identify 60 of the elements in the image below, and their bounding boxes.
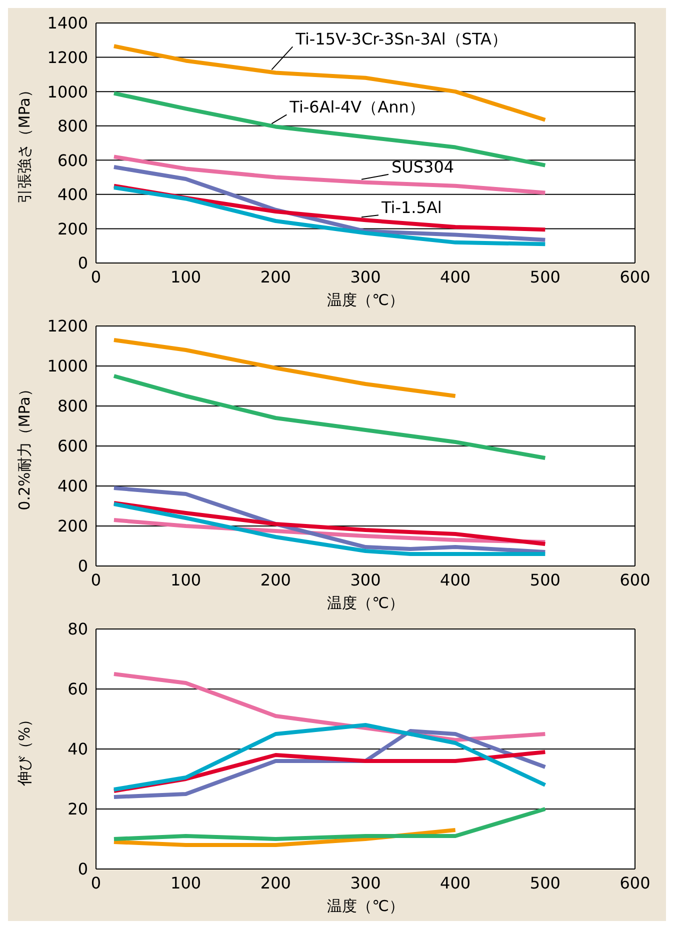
series-label: Ti-1.5Al: [380, 198, 442, 218]
y-axis-title: 0.2%耐力（MPa）: [15, 382, 34, 510]
y-tick-label: 40: [68, 740, 88, 759]
line-series: [112, 486, 548, 554]
x-tick-label: 500: [530, 873, 560, 892]
y-tick-label: 400: [57, 476, 88, 496]
y-axis-title: 伸び（%）: [15, 712, 34, 788]
x-tick-label: 400: [440, 873, 471, 892]
y-tick-label: 800: [57, 116, 88, 136]
x-tick-label: 100: [170, 873, 202, 892]
x-tick-label: 300: [350, 570, 381, 590]
series-label: SUS304: [392, 157, 454, 176]
x-axis-title: 温度（℃）: [327, 594, 404, 612]
y-tick-label: 0: [78, 860, 88, 879]
y-tick-label: 600: [57, 150, 88, 170]
x-tick-label: 100: [170, 570, 202, 590]
line-series: [112, 502, 548, 556]
x-tick-label: 600: [620, 570, 650, 590]
x-tick-label: 500: [530, 267, 560, 286]
x-tick-label: 300: [350, 267, 381, 286]
y-tick-label: 1400: [47, 14, 88, 33]
y-tick-label: 1200: [47, 316, 88, 336]
x-axis-title: 温度（℃）: [327, 897, 404, 915]
y-tick-label: 60: [68, 680, 88, 699]
y-tick-label: 800: [57, 396, 88, 416]
x-tick-label: 100: [170, 267, 202, 286]
y-tick-label: 200: [57, 219, 88, 238]
line-series: [112, 338, 458, 398]
x-axis-title: 温度（℃）: [327, 291, 404, 309]
line-series: [112, 501, 548, 546]
x-tick-label: 400: [440, 570, 471, 590]
x-tick-label: 200: [260, 267, 291, 286]
y-tick-label: 0: [78, 556, 88, 576]
y-axis-title: 引張強さ（MPa）: [15, 82, 34, 204]
line-series: [112, 729, 548, 799]
x-tick-label: 200: [260, 873, 291, 892]
line-series: [112, 154, 548, 195]
x-tick-label: 0: [90, 873, 102, 892]
y-tick-label: 200: [57, 516, 88, 536]
y-tick-label: 80: [68, 620, 88, 639]
x-tick-label: 300: [350, 873, 381, 892]
line-series: [112, 186, 548, 246]
line-series: [112, 723, 548, 792]
x-tick-label: 0: [90, 570, 102, 590]
y-tick-label: 0: [78, 254, 88, 273]
y-tick-label: 20: [68, 800, 88, 819]
y-tick-label: 1000: [47, 356, 88, 376]
y-tick-label: 1200: [47, 48, 88, 67]
line-series: [112, 374, 548, 460]
y-tick-label: 400: [57, 185, 88, 204]
x-tick-label: 600: [620, 873, 650, 892]
x-tick-label: 400: [440, 267, 471, 286]
x-tick-label: 600: [620, 267, 650, 286]
x-tick-label: 500: [530, 570, 560, 590]
series-label: Ti-15V-3Cr-3Sn-3Al（STA）: [294, 30, 508, 49]
series-label: Ti-6Al-4V（Ann）: [288, 98, 425, 117]
x-tick-label: 0: [90, 267, 102, 286]
y-tick-label: 600: [57, 436, 88, 456]
x-tick-label: 200: [260, 570, 291, 590]
y-tick-label: 1000: [47, 82, 88, 102]
